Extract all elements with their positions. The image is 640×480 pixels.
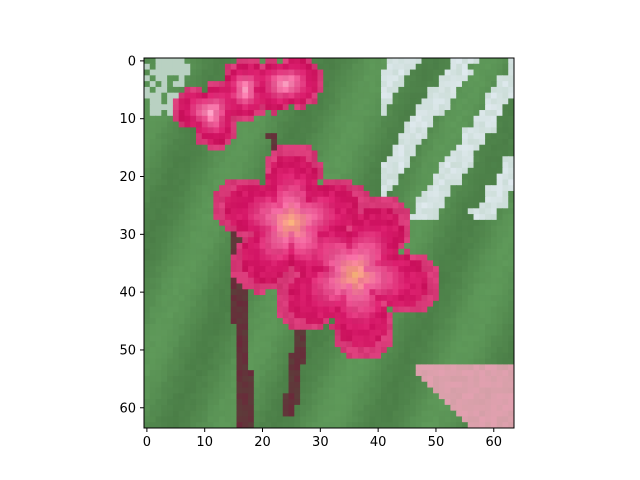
- x-tick-label: 20: [254, 435, 271, 450]
- y-tick-label: 60: [119, 401, 136, 416]
- x-tick-label: 50: [428, 435, 445, 450]
- y-tick-label: 40: [119, 286, 136, 301]
- x-tick-label: 60: [485, 435, 502, 450]
- y-tick-label: 0: [128, 54, 136, 69]
- x-tick-label: 0: [143, 435, 151, 450]
- y-tick-label: 30: [119, 228, 136, 243]
- x-tick-label: 30: [312, 435, 329, 450]
- plumeria-image: [144, 58, 514, 428]
- y-tick-label: 50: [119, 343, 136, 358]
- x-tick-label: 40: [370, 435, 387, 450]
- y-tick-label: 10: [119, 112, 136, 127]
- y-axis: 0 10 20 30 40 50 60: [119, 54, 144, 416]
- y-tick-label: 20: [119, 170, 136, 185]
- x-tick-label: 10: [196, 435, 213, 450]
- x-axis: 0 10 20 30 40 50 60: [143, 428, 502, 450]
- axes-frame: [143, 57, 515, 429]
